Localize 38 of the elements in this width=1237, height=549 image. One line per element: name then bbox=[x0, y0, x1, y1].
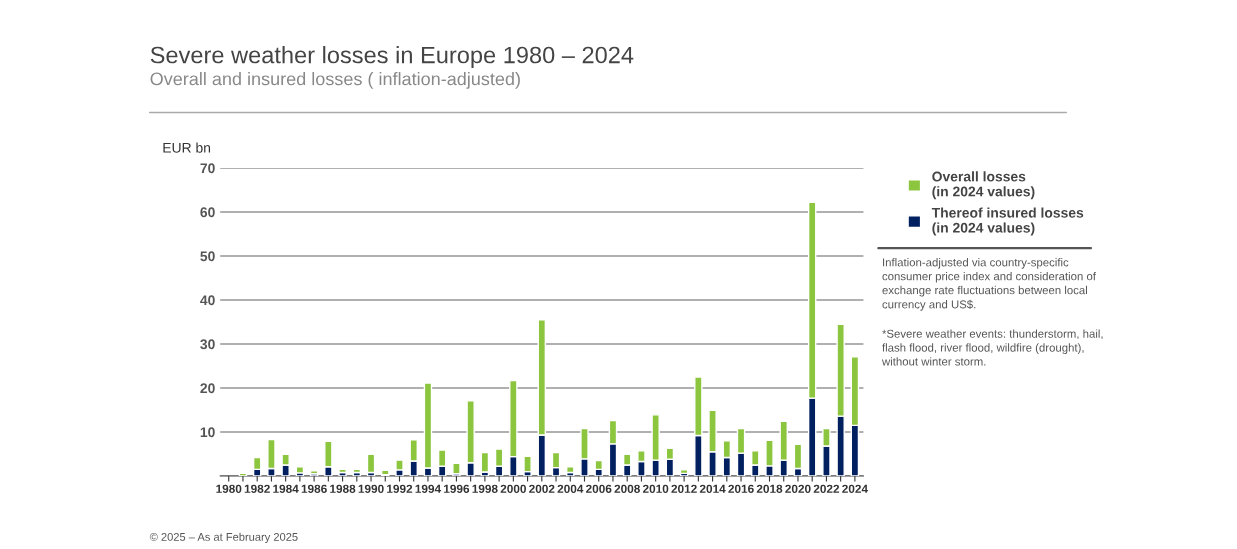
x-tick-label: 2006 bbox=[586, 484, 612, 493]
x-tick-label: 2000 bbox=[500, 484, 526, 493]
x-tick-label: 2012 bbox=[671, 484, 697, 493]
x-tick-label: 1992 bbox=[387, 484, 413, 493]
y-tick-label: 50 bbox=[200, 251, 215, 262]
y-tick-label: 20 bbox=[200, 383, 215, 394]
y-tick-label: 60 bbox=[200, 207, 215, 218]
text: Inflation-adjusted via country-specific consumer price index and consideration of exchange rate fluctuations between local currency and US$. bbox=[882, 258, 1096, 311]
x-tick-label: 2002 bbox=[529, 484, 555, 493]
y-tick-label: 30 bbox=[200, 339, 215, 350]
x-tick-label: 1982 bbox=[244, 484, 270, 493]
x-tick-label: 1980 bbox=[216, 484, 242, 493]
chart-title: Severe weather losses in Europe 1980 – 2024 bbox=[150, 46, 634, 69]
x-tick-label: 2010 bbox=[642, 484, 669, 493]
x-tick-label: 2022 bbox=[813, 484, 840, 493]
x-tick-label: 1986 bbox=[301, 484, 327, 493]
x-tick-label: 2014 bbox=[699, 484, 726, 493]
text: *Severe weather events: thunderstorm, hail, flash flood, river flood, wildfire (drought), without winter storm. bbox=[881, 329, 1103, 366]
x-tick-label: 1996 bbox=[444, 484, 470, 493]
y-tick-label: 10 bbox=[200, 427, 215, 438]
x-tick-label: 1984 bbox=[273, 484, 299, 493]
y-axis-title: EUR bn bbox=[163, 142, 211, 153]
x-tick-label: 2016 bbox=[728, 484, 754, 493]
y-tick-label: 70 bbox=[200, 163, 215, 174]
text: © 2025 – As at February 2025 bbox=[149, 532, 298, 544]
legend-label: Thereof insured losses (in 2024 values) bbox=[931, 207, 1084, 236]
x-tick-label: 1990 bbox=[358, 484, 384, 493]
legend-label: Overall losses (in 2024 values) bbox=[932, 171, 1035, 200]
x-tick-label: 2008 bbox=[614, 484, 640, 493]
x-tick-label: 2024 bbox=[842, 484, 868, 493]
x-tick-label: 1994 bbox=[415, 484, 442, 493]
x-tick-label: 2020 bbox=[785, 484, 811, 493]
x-tick-label: 1988 bbox=[330, 484, 356, 493]
x-tick-label: 1998 bbox=[472, 484, 498, 493]
x-tick-label: 2018 bbox=[756, 484, 783, 493]
y-tick-label: 40 bbox=[200, 295, 215, 306]
x-tick-label: 2004 bbox=[557, 484, 584, 493]
chart-subtitle: Overall and insured losses ( inflation-adjusted) bbox=[150, 72, 520, 89]
